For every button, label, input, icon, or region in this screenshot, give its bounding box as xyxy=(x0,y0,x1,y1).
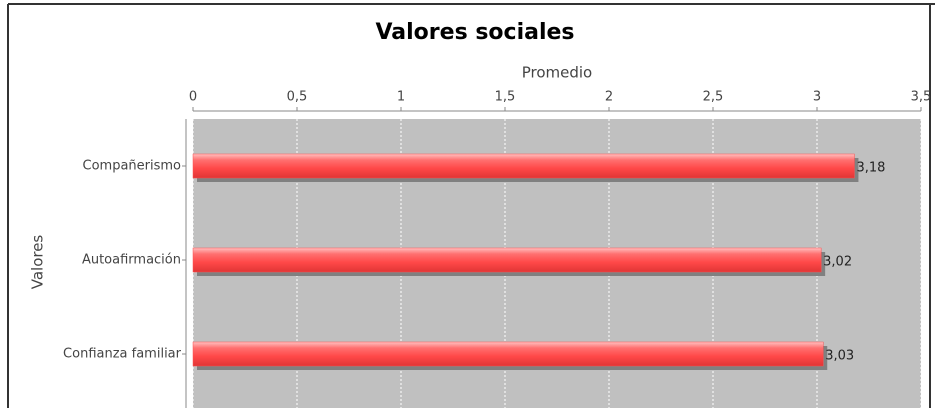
x-tick-label: 0 xyxy=(189,90,197,105)
x-tick-label: 1,5 xyxy=(495,90,516,105)
x-tick-label: 1 xyxy=(397,90,405,105)
y-axis-label: Valores xyxy=(29,235,47,290)
value-label: 3,02 xyxy=(823,255,852,270)
value-label: 3,03 xyxy=(825,349,854,364)
x-tick-label: 0,5 xyxy=(287,90,308,105)
y-tick-label: Confianza familiar xyxy=(63,347,182,362)
chart-title: Valores sociales xyxy=(375,20,574,45)
y-tick-label: Autoafirmación xyxy=(82,253,181,268)
x-tick-label: 2,5 xyxy=(703,90,724,105)
bar xyxy=(192,247,822,273)
y-tick-label: Compañerismo xyxy=(83,159,182,174)
value-label: 3,18 xyxy=(856,161,885,176)
x-tick-label: 3 xyxy=(813,90,821,105)
x-tick-label: 2 xyxy=(605,90,613,105)
bar xyxy=(192,341,824,367)
x-tick-label: 3,5 xyxy=(911,90,932,105)
x-axis-label: Promedio xyxy=(522,64,593,82)
bar xyxy=(192,153,855,179)
